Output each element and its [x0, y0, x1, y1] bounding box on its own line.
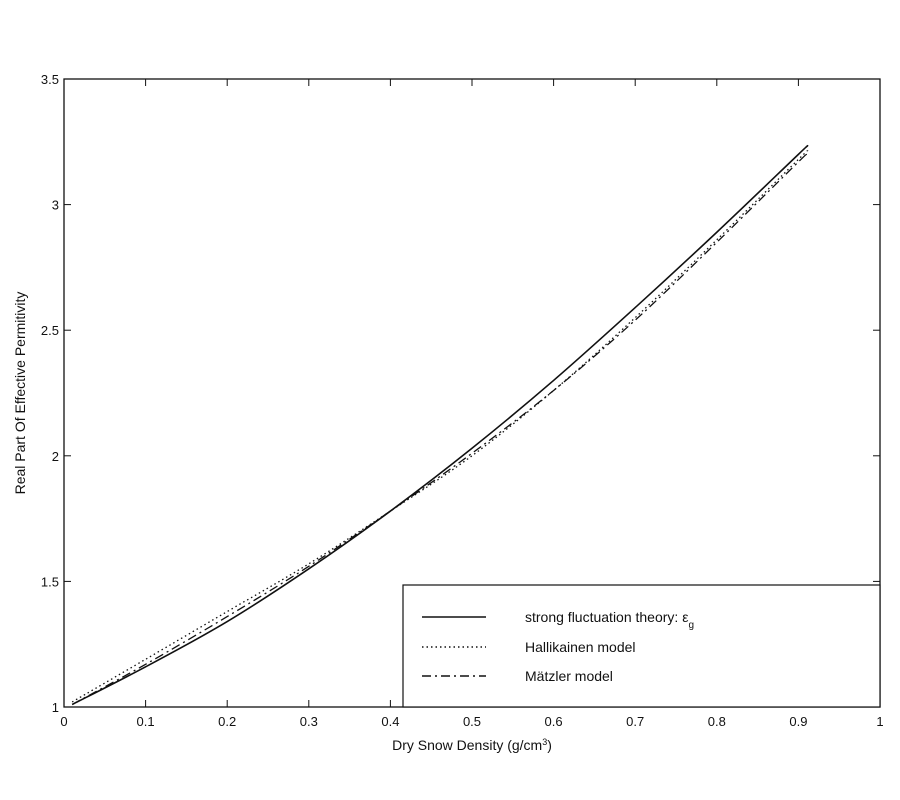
x-tick-label: 0.2 [218, 714, 236, 729]
x-tick-label: 0.4 [381, 714, 399, 729]
x-tick-label: 0.9 [789, 714, 807, 729]
x-tick-label: 0.5 [463, 714, 481, 729]
x-tick-label: 0.3 [300, 714, 318, 729]
x-tick-label: 0.1 [137, 714, 155, 729]
y-axis-label: Real Part Of Effective Permitivity [12, 292, 28, 495]
x-tick-label: 1 [876, 714, 883, 729]
x-tick-label: 0.7 [626, 714, 644, 729]
legend-box [402, 584, 881, 708]
legend-label: Mätzler model [525, 668, 613, 684]
x-tick-label: 0.8 [708, 714, 726, 729]
x-tick-label: 0.6 [545, 714, 563, 729]
legend: strong fluctuation theory: εgHallikainen… [402, 584, 881, 708]
y-tick-label: 3 [52, 198, 59, 213]
y-tick-label: 3.5 [41, 72, 59, 87]
series-line [71, 149, 809, 703]
y-tick-label: 2 [52, 449, 59, 464]
series-line [71, 152, 809, 706]
y-tick-label: 1.5 [41, 574, 59, 589]
y-tick-label: 2.5 [41, 323, 59, 338]
legend-label: Hallikainen model [525, 639, 636, 655]
x-axis-label: Dry Snow Density (g/cm3) [392, 737, 552, 753]
x-tick-label: 0 [60, 714, 67, 729]
series-line [71, 144, 809, 706]
y-tick-label: 1 [52, 700, 59, 715]
series-lines [71, 144, 809, 706]
